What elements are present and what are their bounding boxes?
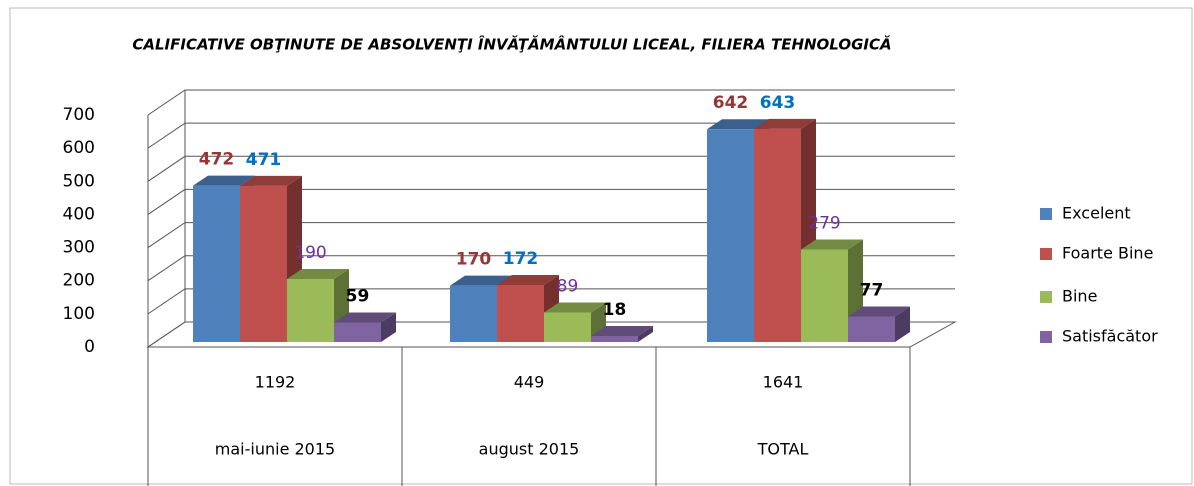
- bar-top: [544, 302, 606, 313]
- y-tick-label: 0: [84, 337, 95, 357]
- grid-line: [147, 255, 955, 282]
- grid-line: [147, 321, 955, 348]
- grid-line: [147, 222, 955, 248]
- data-label: 642: [713, 93, 749, 113]
- y-tick-label: 200: [63, 271, 95, 291]
- legend-swatch: [1040, 291, 1052, 303]
- x-tick-label: mai-iunie 2015: [215, 440, 335, 459]
- bar-front: [193, 185, 240, 342]
- data-label: 59: [346, 286, 370, 306]
- grid-line: [147, 122, 955, 149]
- bar-top: [591, 326, 653, 337]
- data-label: 18: [603, 300, 627, 320]
- data-label: 170: [456, 250, 492, 270]
- bar-top: [287, 269, 349, 280]
- bar: [334, 312, 396, 342]
- bar-top: [848, 306, 910, 317]
- bar-top: [193, 175, 255, 186]
- legend-label: Excelent: [1062, 204, 1131, 223]
- data-label: 172: [503, 249, 539, 269]
- bar-front: [754, 128, 801, 342]
- category-total: 449: [514, 373, 545, 392]
- bar-top: [450, 275, 512, 286]
- bar-front: [240, 185, 287, 342]
- bar-front: [707, 129, 754, 342]
- y-tick-label: 100: [63, 304, 95, 324]
- y-tick-label: 700: [63, 105, 95, 125]
- data-label: 89: [557, 277, 579, 297]
- bar-top: [497, 274, 559, 285]
- bar-front: [287, 279, 334, 342]
- data-label: 643: [760, 93, 796, 113]
- legend-swatch: [1040, 208, 1052, 220]
- bar-top: [334, 312, 396, 323]
- legend-label: Foarte Bine: [1062, 244, 1153, 263]
- bar-top: [801, 239, 863, 250]
- grid-line: [147, 188, 955, 215]
- bar-top: [707, 119, 769, 130]
- data-label: 471: [246, 150, 282, 170]
- chart-title: CALIFICATIVE OBŢINUTE DE ABSOLVENŢI ÎNVĂ…: [132, 35, 891, 54]
- data-label: 190: [294, 243, 326, 263]
- bar: [591, 326, 653, 342]
- legend-label: Bine: [1062, 287, 1097, 306]
- grid-line: [147, 89, 955, 116]
- bar-front: [334, 322, 381, 342]
- data-label: 279: [808, 214, 840, 234]
- bar-front: [544, 312, 591, 342]
- category-total: 1192: [255, 373, 296, 392]
- chart-frame: [9, 7, 1193, 485]
- legend-label: Satisfăcător: [1062, 327, 1158, 346]
- bar-front: [848, 316, 895, 342]
- x-tick-label: TOTAL: [757, 440, 809, 459]
- legend-swatch: [1040, 331, 1052, 343]
- bar: [848, 306, 910, 342]
- bar: [544, 302, 606, 342]
- grid-line: [147, 288, 955, 315]
- legend-swatch: [1040, 248, 1052, 260]
- data-label: 472: [199, 150, 235, 170]
- y-tick-label: 400: [63, 204, 95, 224]
- bar-front: [801, 249, 848, 342]
- bar-top: [240, 175, 302, 186]
- y-tick-label: 300: [63, 238, 95, 258]
- bar-top: [754, 118, 816, 129]
- y-tick-label: 600: [63, 138, 95, 158]
- bar-front: [450, 285, 497, 342]
- y-tick-label: 500: [63, 171, 95, 191]
- x-tick-label: august 2015: [479, 440, 580, 459]
- data-label: 77: [860, 280, 884, 300]
- category-total: 1641: [763, 373, 804, 392]
- grid-line: [147, 155, 955, 182]
- bar-side: [895, 306, 910, 342]
- bar-front: [591, 336, 638, 342]
- bar-side: [381, 312, 396, 342]
- bar-side: [638, 326, 653, 342]
- bar-front: [497, 284, 544, 342]
